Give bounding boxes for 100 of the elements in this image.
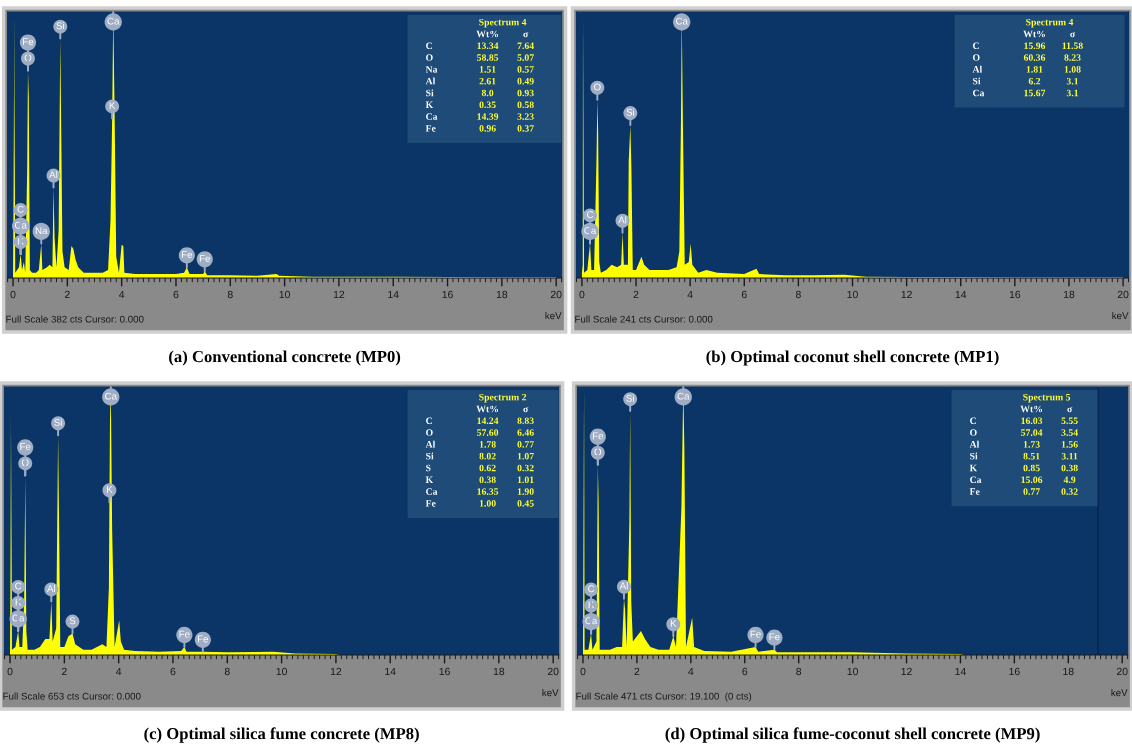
x-tick-label: 0 [10, 290, 16, 299]
x-tick-label: 4 [687, 290, 693, 299]
x-tick-label: 18 [1063, 667, 1074, 676]
x-tick-label: 20 [547, 667, 559, 676]
annotation: K [670, 620, 677, 627]
text: Ca 15.67 3.1 [972, 89, 1079, 97]
text: Full Scale 653 cts Cursor: 0.000 [3, 692, 141, 700]
annotation: C [587, 211, 594, 219]
x-tick-label: 18 [493, 667, 505, 676]
x-tick-label: 10 [279, 290, 290, 299]
x-tick-label: 18 [496, 290, 508, 299]
text: Full Scale 471 cts Cursor: 19.100 (0 cts) [576, 692, 752, 702]
annotation: S [69, 617, 76, 625]
x-tick-label: 10 [847, 667, 858, 676]
x-tick-label: 12 [901, 667, 912, 676]
annotation: Ca [677, 392, 690, 400]
text: C 14.24 8.83 [426, 417, 534, 425]
text: Fe 0.96 0.37 [425, 125, 534, 132]
annotation: O [594, 83, 601, 91]
text: C 15.96 11.58 [972, 42, 1083, 50]
annotation: Al [619, 582, 628, 590]
annotation: Na [35, 227, 48, 235]
annotation: C [588, 585, 595, 593]
annotation: K [109, 102, 116, 109]
text: Wt% σ [1023, 30, 1076, 38]
x-tick-label: 8 [227, 290, 233, 299]
x-tick-label: 0 [580, 667, 586, 676]
annotation: Al [47, 584, 55, 592]
annotation: Si [626, 394, 634, 402]
x-tick-label: 16 [439, 667, 450, 676]
x-tick-label: 4 [688, 667, 694, 676]
text: Full Scale 382 cts Cursor: 0.000 [6, 315, 144, 323]
text: Ca 16.35 1.90 [426, 488, 534, 495]
x-tick-label: 4 [116, 667, 122, 676]
x-tick-label: 2 [633, 290, 639, 299]
text: Na 1.51 0.57 [425, 66, 534, 73]
text: Full Scale 241 cts Cursor: 0.000 [575, 315, 713, 323]
annotation: Fe [592, 432, 604, 440]
x-tick-label: 16 [1009, 667, 1020, 676]
text: Si 8.0 0.93 [426, 89, 534, 97]
text: K 0.35 0.58 [425, 101, 534, 109]
x-tick-label: 8 [796, 667, 802, 676]
text: Si 6.2 3.1 [973, 77, 1079, 85]
text: C 13.34 7.64 [426, 42, 534, 50]
text: K 0.85 0.38 [969, 464, 1078, 472]
annotation: Ca [107, 17, 120, 25]
text: Al 1.81 1.08 [972, 65, 1081, 73]
text: O 57.04 3.54 [970, 429, 1078, 436]
text: Si 8.51 3.11 [970, 452, 1078, 460]
x-tick-label: 14 [955, 290, 967, 299]
x-tick-label: 6 [173, 290, 179, 299]
x-tick-label: 12 [333, 290, 345, 299]
annotation: Al [618, 216, 627, 224]
x-tick-label: 12 [901, 290, 912, 299]
annotation: Ca [676, 17, 688, 25]
x-tick-label: 16 [442, 290, 453, 299]
x-tick-label: 12 [330, 667, 342, 676]
annotation: Fe [181, 251, 193, 258]
x-axis-title: keV [1112, 312, 1129, 320]
text: Ca 15.06 4.9 [970, 476, 1076, 484]
text: (a) Conventional concrete (MP0) [169, 350, 401, 366]
text: Wt% σ [1020, 405, 1073, 413]
annotation: Fe [197, 635, 209, 643]
text: Wt% σ [476, 405, 529, 413]
annotation: Si [54, 418, 62, 426]
x-tick-label: 20 [1116, 667, 1128, 676]
x-axis-title: keV [545, 312, 562, 320]
annotation: Fe [20, 443, 31, 451]
x-tick-label: 8 [795, 290, 801, 299]
annotation: Spectrum 4 [479, 18, 527, 28]
text: Wt% σ [476, 30, 529, 38]
text: O 60.36 8.23 [972, 54, 1081, 61]
x-tick-label: 6 [170, 667, 176, 676]
x-tick-label: 20 [1117, 290, 1129, 299]
x-tick-label: 10 [847, 290, 858, 299]
annotation: Al [49, 171, 58, 179]
x-axis-title: keV [542, 689, 559, 697]
x-tick-label: 4 [119, 290, 125, 299]
x-tick-label: 16 [1009, 290, 1021, 299]
text: Al 2.61 0.49 [425, 77, 534, 85]
x-tick-label: 20 [550, 290, 562, 299]
annotation: Spectrum 4 [1026, 18, 1074, 28]
x-tick-label: 14 [388, 290, 399, 299]
annotation: Si [626, 108, 635, 116]
x-tick-label: 6 [741, 290, 747, 299]
text: Fe 0.77 0.32 [969, 488, 1078, 495]
annotation: Fe [199, 255, 210, 262]
text: Al 1.73 1.56 [969, 440, 1078, 448]
annotation: Fe [750, 630, 761, 638]
text: Fe 1.00 0.45 [425, 500, 534, 507]
text: Al 1.78 0.77 [425, 440, 534, 448]
x-tick-label: 14 [385, 667, 396, 676]
x-tick-label: 8 [224, 667, 230, 676]
x-tick-label: 18 [1063, 290, 1075, 299]
annotation: Si [56, 22, 64, 30]
x-tick-label: 10 [276, 667, 287, 676]
x-tick-label: 2 [61, 667, 67, 676]
text: S 0.62 0.32 [426, 464, 534, 472]
annotation: K [106, 486, 113, 493]
text: (c) Optimal silica fume concrete (MP8) [144, 727, 419, 743]
